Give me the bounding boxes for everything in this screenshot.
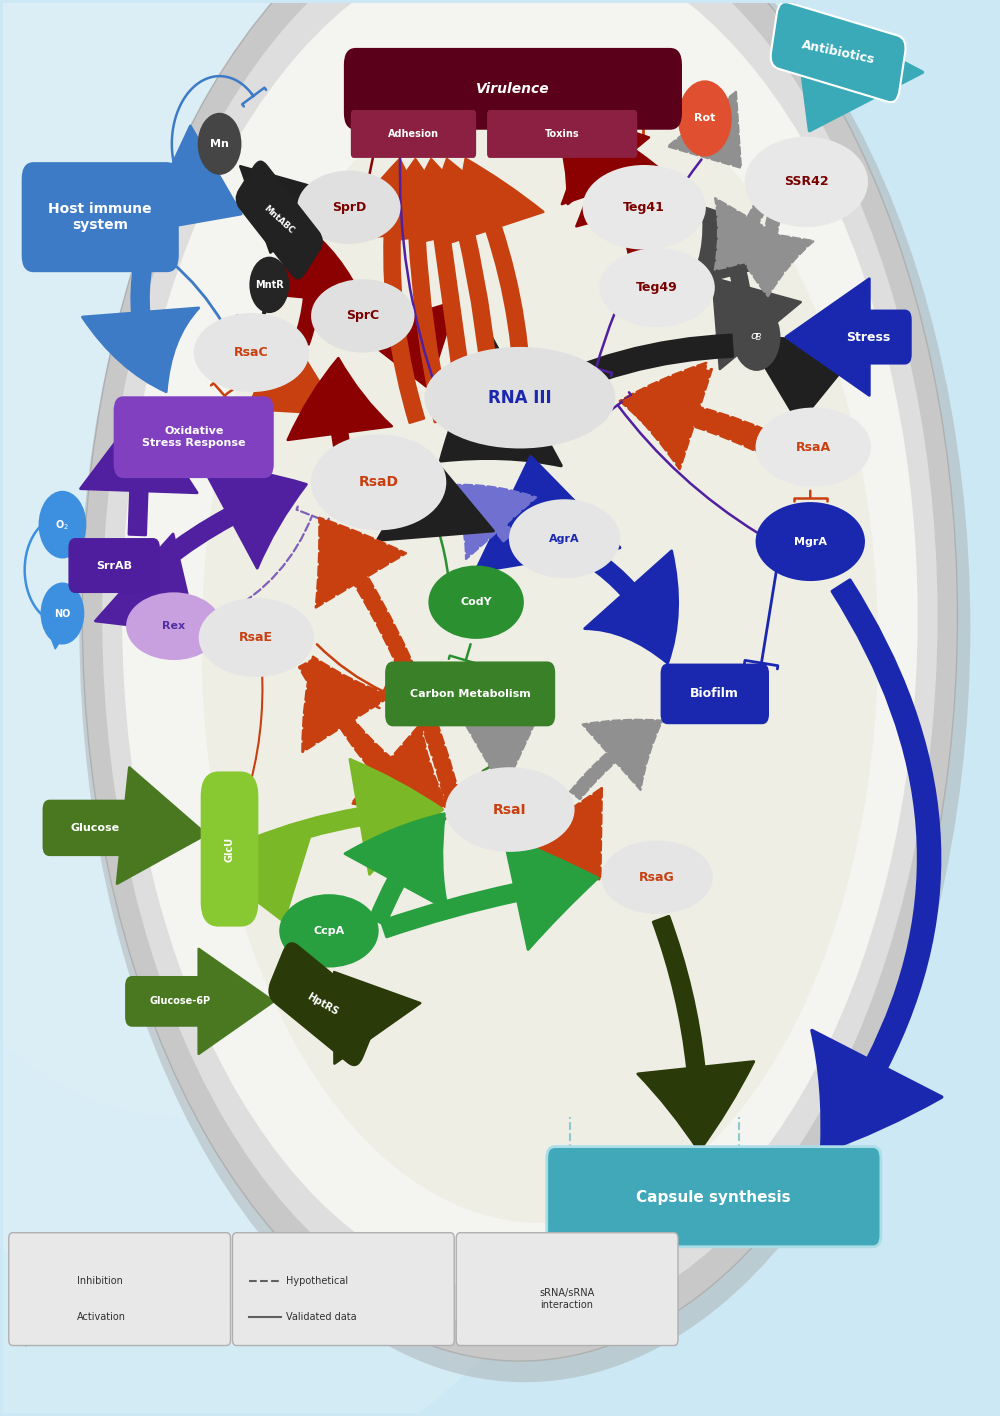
Circle shape: [733, 303, 780, 371]
Text: SprC: SprC: [346, 310, 379, 323]
Ellipse shape: [445, 767, 575, 852]
Text: SprD: SprD: [332, 201, 366, 214]
Text: MntABC: MntABC: [262, 204, 296, 236]
Text: Carbon Metabolism: Carbon Metabolism: [410, 690, 531, 700]
Text: RsaE: RsaE: [239, 632, 273, 644]
FancyBboxPatch shape: [201, 772, 258, 926]
Text: Teg41: Teg41: [623, 201, 665, 214]
Text: Adhesion: Adhesion: [388, 129, 439, 139]
Ellipse shape: [79, 0, 970, 1382]
FancyBboxPatch shape: [125, 976, 234, 1027]
Circle shape: [249, 256, 289, 313]
Text: Rot: Rot: [694, 113, 716, 123]
Ellipse shape: [756, 503, 865, 581]
FancyBboxPatch shape: [824, 310, 912, 364]
Text: AgrA: AgrA: [549, 534, 580, 544]
FancyBboxPatch shape: [236, 160, 323, 279]
Circle shape: [41, 582, 84, 644]
Text: SSR42: SSR42: [784, 176, 829, 188]
FancyBboxPatch shape: [268, 942, 378, 1066]
Ellipse shape: [601, 841, 713, 913]
FancyBboxPatch shape: [661, 664, 769, 724]
Ellipse shape: [126, 592, 222, 660]
Text: CodY: CodY: [460, 598, 492, 607]
Text: RsaC: RsaC: [234, 346, 269, 360]
Text: HptRS: HptRS: [306, 991, 340, 1017]
Text: $\sigma_{\!B}$: $\sigma_{\!B}$: [750, 331, 763, 343]
Ellipse shape: [0, 0, 808, 1416]
Text: RsaD: RsaD: [359, 476, 399, 490]
Ellipse shape: [311, 279, 414, 353]
FancyBboxPatch shape: [385, 661, 555, 726]
Text: Glucose: Glucose: [71, 823, 120, 833]
Ellipse shape: [583, 166, 706, 249]
Text: MgrA: MgrA: [794, 537, 827, 547]
Text: Toxins: Toxins: [545, 129, 580, 139]
Text: Antibiotics: Antibiotics: [800, 38, 876, 67]
FancyBboxPatch shape: [68, 538, 160, 593]
Text: Inhibition: Inhibition: [77, 1276, 123, 1286]
Ellipse shape: [297, 170, 401, 244]
Text: Teg49: Teg49: [636, 282, 678, 295]
Text: sRNA/sRNA
interaction: sRNA/sRNA interaction: [540, 1289, 595, 1310]
Text: Mn: Mn: [210, 139, 229, 149]
Text: NO: NO: [54, 609, 71, 619]
Text: MntR: MntR: [255, 280, 284, 290]
FancyBboxPatch shape: [456, 1233, 678, 1345]
Ellipse shape: [82, 0, 957, 1361]
FancyBboxPatch shape: [9, 1233, 231, 1345]
FancyBboxPatch shape: [22, 163, 179, 272]
Ellipse shape: [599, 248, 715, 327]
FancyBboxPatch shape: [232, 1233, 454, 1345]
Text: RsaG: RsaG: [639, 871, 675, 884]
Text: RsaA: RsaA: [796, 440, 831, 453]
Text: Rex: Rex: [162, 622, 185, 632]
Text: Virulence: Virulence: [476, 82, 550, 96]
FancyBboxPatch shape: [547, 1147, 881, 1247]
Ellipse shape: [0, 0, 704, 1307]
Text: Host immune
system: Host immune system: [48, 202, 152, 232]
Ellipse shape: [122, 0, 918, 1293]
FancyBboxPatch shape: [43, 800, 148, 857]
Ellipse shape: [509, 500, 620, 578]
Text: CcpA: CcpA: [313, 926, 345, 936]
Ellipse shape: [424, 347, 615, 449]
Text: O$_2$: O$_2$: [55, 518, 69, 531]
Circle shape: [198, 113, 241, 174]
Text: Capsule synthesis: Capsule synthesis: [636, 1189, 791, 1205]
Ellipse shape: [756, 408, 871, 487]
Text: Stress: Stress: [846, 330, 890, 344]
Text: RNA III: RNA III: [488, 389, 552, 406]
Text: Oxidative
Stress Response: Oxidative Stress Response: [142, 426, 245, 447]
Ellipse shape: [199, 598, 314, 677]
Text: GlcU: GlcU: [225, 837, 235, 861]
Circle shape: [678, 81, 732, 157]
Text: Glucose-6P: Glucose-6P: [149, 997, 210, 1007]
Text: Activation: Activation: [77, 1313, 126, 1323]
FancyBboxPatch shape: [114, 396, 274, 479]
FancyBboxPatch shape: [487, 110, 637, 159]
Ellipse shape: [311, 435, 446, 530]
Text: Biofilm: Biofilm: [690, 687, 739, 701]
Text: Validated data: Validated data: [286, 1313, 357, 1323]
Text: Hypothetical: Hypothetical: [286, 1276, 348, 1286]
Ellipse shape: [279, 893, 379, 967]
Ellipse shape: [202, 67, 878, 1223]
Ellipse shape: [745, 137, 868, 227]
Ellipse shape: [428, 565, 524, 639]
Ellipse shape: [194, 313, 309, 392]
Text: RsaI: RsaI: [493, 803, 527, 817]
FancyBboxPatch shape: [351, 110, 476, 159]
Ellipse shape: [0, 0, 599, 1117]
Text: SrrAB: SrrAB: [96, 561, 132, 571]
Ellipse shape: [102, 0, 938, 1328]
FancyBboxPatch shape: [344, 48, 682, 130]
Circle shape: [39, 491, 86, 558]
FancyBboxPatch shape: [771, 1, 906, 102]
